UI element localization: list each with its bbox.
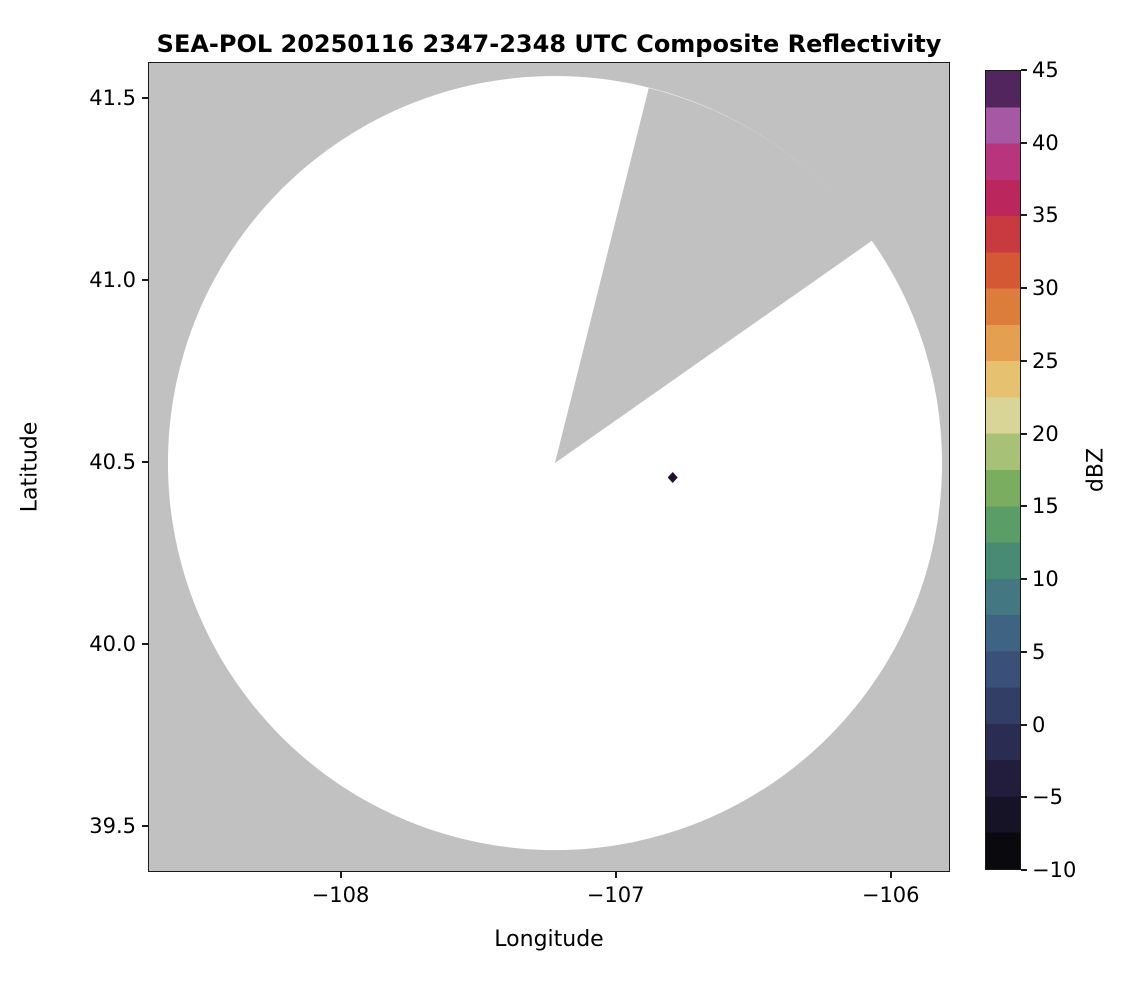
colorbar-tick-mark <box>1021 723 1027 726</box>
colorbar-tick-label: 15 <box>1032 494 1059 519</box>
colorbar-tick-label: −5 <box>1032 785 1063 810</box>
blocked-sector-wedge <box>554 87 873 464</box>
colorbar-tick-mark <box>1021 432 1027 435</box>
x-tick-label: −106 <box>861 883 920 907</box>
y-tick-label: 40.5 <box>89 450 136 474</box>
colorbar-tick-mark <box>1021 69 1027 71</box>
chart-title: SEA-POL 20250116 2347-2348 UTC Composite… <box>156 30 942 58</box>
colorbar-tick-mark <box>1021 287 1027 290</box>
colorbar-tick-mark <box>1021 359 1027 362</box>
y-tick-mark <box>142 825 148 827</box>
x-tick-mark <box>889 872 892 878</box>
colorbar-tick-label: 40 <box>1032 130 1059 155</box>
colorbar-tick-label: 35 <box>1032 203 1059 228</box>
colorbar-tick-label: 0 <box>1032 712 1046 737</box>
y-tick-label: 41.0 <box>89 268 136 292</box>
x-axis-label: Longitude <box>494 927 604 952</box>
y-tick-mark <box>142 97 148 99</box>
colorbar-tick-label: −10 <box>1032 858 1077 882</box>
y-tick-mark <box>142 461 148 463</box>
x-tick-label: −107 <box>586 883 645 907</box>
radar-plot-canvas <box>149 63 949 871</box>
x-tick-label: −108 <box>311 883 370 907</box>
colorbar-tick-mark <box>1021 650 1027 653</box>
colorbar <box>985 70 1021 870</box>
colorbar-tick-mark <box>1021 869 1027 871</box>
x-tick-mark <box>614 872 617 878</box>
colorbar-tick-label: 10 <box>1032 567 1059 592</box>
colorbar-tick-label: 25 <box>1032 348 1059 373</box>
colorbar-tick-label: 45 <box>1032 58 1059 82</box>
colorbar-tick-mark <box>1021 578 1027 581</box>
colorbar-tick-mark <box>1021 214 1027 217</box>
colorbar-tick-mark <box>1021 796 1027 799</box>
colorbar-label: dBZ <box>1083 447 1109 493</box>
y-tick-label: 41.5 <box>89 86 136 110</box>
y-tick-mark <box>142 643 148 645</box>
x-tick-mark <box>339 872 342 878</box>
plot-area <box>148 62 950 872</box>
colorbar-tick-mark <box>1021 141 1027 144</box>
colorbar-tick-label: 30 <box>1032 276 1059 301</box>
y-tick-label: 39.5 <box>89 814 136 838</box>
colorbar-tick-label: 5 <box>1032 639 1046 664</box>
y-tick-mark <box>142 279 148 281</box>
colorbar-tick-label: 20 <box>1032 421 1059 446</box>
colorbar-tick-mark <box>1021 505 1027 508</box>
y-tick-label: 40.0 <box>89 632 136 656</box>
